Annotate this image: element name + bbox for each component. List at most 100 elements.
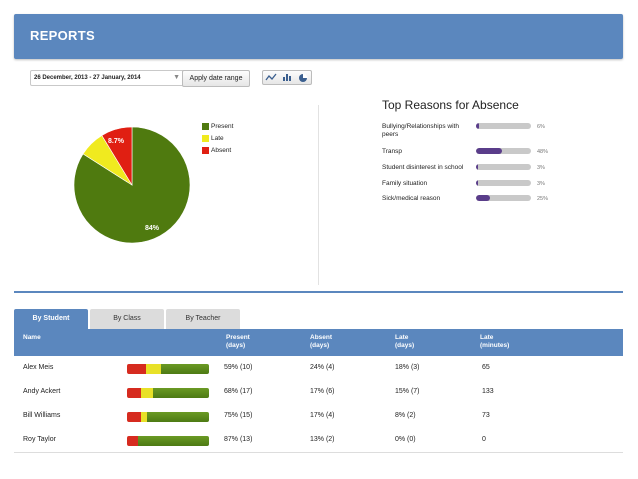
reason-label: Transp: [382, 148, 402, 155]
table-row[interactable]: Roy Taylor 87% (13) 13% (2) 0% (0) 0: [14, 428, 623, 452]
bar-segment-absent: [127, 388, 141, 398]
bar-chart-icon[interactable]: [279, 71, 295, 84]
legend-swatch-absent: [202, 147, 209, 154]
late-minutes-value: 73: [482, 412, 490, 419]
present-value: 59% (10): [224, 364, 253, 371]
bar-segment-present: [137, 436, 209, 446]
tab-by-class[interactable]: By Class: [90, 309, 164, 329]
column-header-late-days[interactable]: Late (days): [395, 334, 414, 350]
bar-segment-present: [153, 388, 209, 398]
late-minutes-value: 0: [482, 436, 486, 443]
reason-label: Sick/medical reason: [382, 195, 441, 202]
attendance-stack-bar: [127, 412, 209, 422]
reason-bar: [476, 164, 531, 170]
column-header-late-minutes-title: Late: [480, 334, 494, 341]
chevron-down-icon: ▼: [173, 74, 180, 81]
student-name: Roy Taylor: [23, 436, 56, 443]
bar-segment-absent: [127, 364, 147, 374]
line-chart-icon[interactable]: [263, 71, 279, 84]
reason-bar: [476, 148, 531, 154]
reason-label: Student disinterest in school: [382, 164, 464, 171]
reason-bar: [476, 123, 531, 129]
table-row[interactable]: Andy Ackert 68% (17) 17% (6) 15% (7) 133: [14, 380, 623, 404]
reason-bar: [476, 195, 531, 201]
column-header-late-minutes-unit: (minutes): [480, 342, 510, 349]
reason-percent: 3%: [537, 181, 545, 187]
late-days-value: 8% (2): [395, 412, 416, 419]
attendance-pie-chart: 84% 8.7%: [73, 126, 191, 244]
reports-header: REPORTS: [14, 14, 623, 59]
pie-slice-absent: [101, 126, 133, 187]
bar-segment-present: [147, 412, 209, 422]
column-header-absent[interactable]: Absent (days): [310, 334, 332, 350]
bar-segment-present: [161, 364, 209, 374]
legend-label-absent: Absent: [211, 147, 232, 154]
late-days-value: 15% (7): [395, 388, 420, 395]
attendance-stack-bar: [127, 388, 209, 398]
reason-bar-fill: [476, 180, 479, 186]
reason-percent: 6%: [537, 124, 545, 130]
pie-label-absent: 8.7%: [108, 138, 125, 145]
date-range-value: 26 December, 2013 - 27 January, 2014: [34, 75, 141, 81]
bar-segment-late: [146, 364, 162, 374]
pie-chart-icon[interactable]: [295, 71, 311, 84]
column-header-absent-title: Absent: [310, 334, 333, 341]
student-name: Alex Meis: [23, 364, 54, 371]
late-minutes-value: 133: [482, 388, 494, 395]
column-header-present[interactable]: Present (days): [226, 334, 250, 350]
view-type-toggle: [262, 70, 312, 85]
section-divider: [14, 291, 623, 293]
late-minutes-value: 65: [482, 364, 490, 371]
reason-bar-fill: [476, 195, 490, 201]
page-title: REPORTS: [30, 28, 95, 43]
reason-percent: 3%: [537, 165, 545, 171]
present-value: 68% (17): [224, 388, 253, 395]
column-header-late-days-title: Late: [395, 334, 409, 341]
summary-panel: 26 December, 2013 - 27 January, 2014 ▼ A…: [14, 62, 623, 290]
present-value: 75% (15): [224, 412, 253, 419]
reason-bar-fill: [476, 164, 479, 170]
apply-date-range-button[interactable]: Apply date range: [182, 70, 250, 87]
bar-segment-late: [140, 388, 154, 398]
column-header-name[interactable]: Name: [23, 334, 41, 341]
reason-percent: 48%: [537, 149, 549, 155]
reason-percent: 25%: [537, 196, 549, 202]
bar-segment-absent: [127, 412, 141, 422]
column-header-present-unit: (days): [226, 342, 246, 349]
absent-value: 24% (4): [310, 364, 335, 371]
column-header-absent-unit: (days): [310, 342, 330, 349]
table-header: Name Present (days) Absent (days) Late (…: [14, 329, 623, 356]
column-header-late-minutes[interactable]: Late (minutes): [480, 334, 509, 350]
absence-reasons-title: Top Reasons for Absence: [382, 98, 519, 112]
panel-divider: [318, 105, 319, 285]
reason-bar-fill: [476, 123, 480, 129]
absent-value: 13% (2): [310, 436, 335, 443]
table-row[interactable]: Alex Meis 59% (10) 24% (4) 18% (3) 65: [14, 356, 623, 380]
student-name: Andy Ackert: [23, 388, 61, 395]
tab-by-teacher[interactable]: By Teacher: [166, 309, 240, 329]
bar-segment-late: [140, 412, 148, 422]
present-value: 87% (13): [224, 436, 253, 443]
attendance-stack-bar: [127, 436, 209, 446]
legend-swatch-present: [202, 123, 209, 130]
legend-label-late: Late: [211, 135, 224, 142]
legend-swatch-late: [202, 135, 209, 142]
reason-bar: [476, 180, 531, 186]
tab-by-student[interactable]: By Student: [14, 309, 88, 329]
date-range-select[interactable]: 26 December, 2013 - 27 January, 2014 ▼: [30, 70, 185, 86]
reason-label: Family situation: [382, 180, 428, 187]
late-days-value: 0% (0): [395, 436, 416, 443]
reason-bar-fill: [476, 148, 503, 154]
absent-value: 17% (6): [310, 388, 335, 395]
reason-label: Bullying/Relationships with peers: [382, 123, 459, 138]
attendance-stack-bar: [127, 364, 209, 374]
bar-segment-absent: [127, 436, 138, 446]
table-row[interactable]: Bill Williams 75% (15) 17% (4) 8% (2) 73: [14, 404, 623, 428]
pie-label-present: 84%: [145, 225, 160, 232]
absent-value: 17% (4): [310, 412, 335, 419]
student-table: Alex Meis 59% (10) 24% (4) 18% (3) 65 An…: [14, 356, 623, 453]
column-header-late-days-unit: (days): [395, 342, 415, 349]
late-days-value: 18% (3): [395, 364, 420, 371]
column-header-present-title: Present: [226, 334, 250, 341]
legend-label-present: Present: [211, 123, 234, 130]
